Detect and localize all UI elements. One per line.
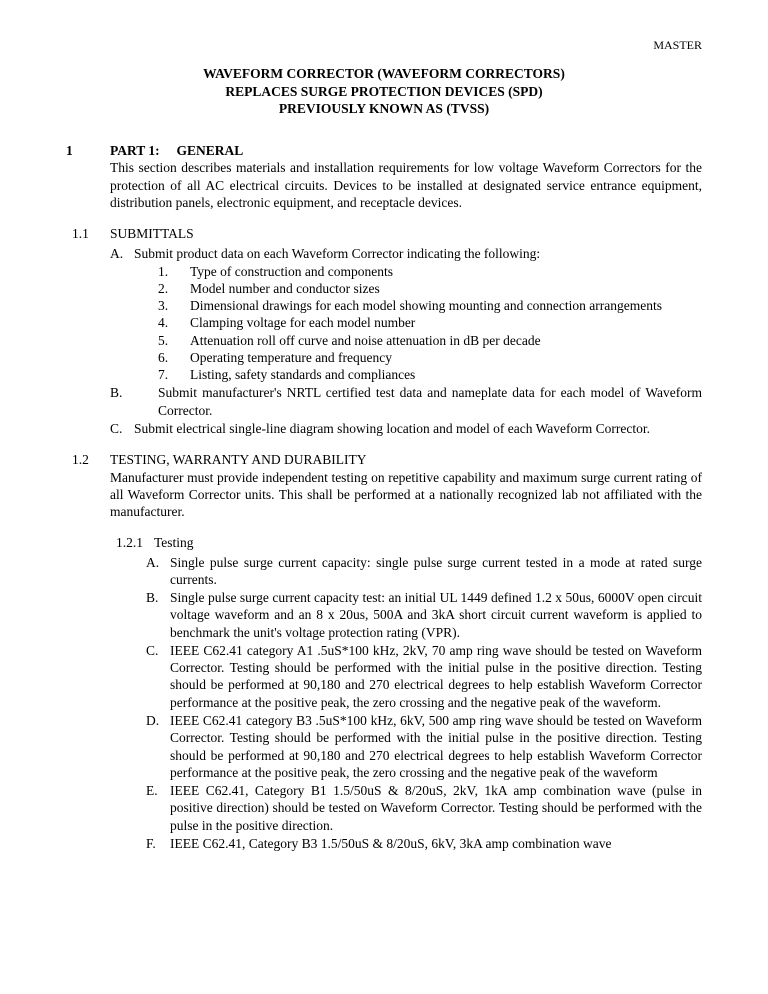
- letter-C: C.: [110, 420, 134, 437]
- part-1-intro: This section describes materials and ins…: [110, 159, 702, 211]
- item-1-2-1-A: A. Single pulse surge current capacity: …: [146, 554, 702, 589]
- section-1-1: 1.1 SUBMITTALS A. Submit product data on…: [66, 225, 702, 437]
- letter-E: E.: [146, 782, 170, 834]
- item-1-1-A: A. Submit product data on each Waveform …: [110, 245, 702, 262]
- letter-B: B.: [110, 384, 134, 419]
- section-1-2-title: TESTING, WARRANTY AND DURABILITY: [110, 451, 702, 468]
- part-1-label: PART 1: GENERAL: [110, 143, 243, 158]
- section-1-2-number: 1.2: [72, 451, 110, 852]
- section-1-2-intro: Manufacturer must provide independent te…: [110, 469, 702, 521]
- num-4: 4.: [158, 314, 190, 331]
- item-1-2-1-C: C. IEEE C62.41 category A1 .5uS*100 kHz,…: [146, 642, 702, 711]
- document-title: WAVEFORM CORRECTOR (WAVEFORM CORRECTORS)…: [66, 65, 702, 118]
- section-1-2-1-number: 1.2.1: [116, 534, 154, 551]
- item-1-1-A-4: Clamping voltage for each model number: [190, 314, 702, 331]
- item-1-2-1-F: F. IEEE C62.41, Category B3 1.5/50uS & 8…: [146, 835, 702, 852]
- item-1-2-1-B: B. Single pulse surge current capacity t…: [146, 589, 702, 641]
- section-1-1-title: SUBMITTALS: [110, 225, 702, 242]
- section-1-2: 1.2 TESTING, WARRANTY AND DURABILITY Man…: [66, 451, 702, 852]
- item-1-2-1-C-text: IEEE C62.41 category A1 .5uS*100 kHz, 2k…: [170, 642, 702, 711]
- item-1-1-A-text: Submit product data on each Waveform Cor…: [134, 245, 702, 262]
- document-page: MASTER WAVEFORM CORRECTOR (WAVEFORM CORR…: [0, 0, 768, 994]
- submittal-numbered-list: 1.Type of construction and components 2.…: [158, 263, 702, 384]
- item-1-2-1-A-text: Single pulse surge current capacity: sin…: [170, 554, 702, 589]
- letter-A: A.: [146, 554, 170, 589]
- item-1-2-1-D-text: IEEE C62.41 category B3 .5uS*100 kHz, 6k…: [170, 712, 702, 781]
- title-line-3: PREVIOUSLY KNOWN AS (TVSS): [66, 100, 702, 118]
- num-2: 2.: [158, 280, 190, 297]
- header-right: MASTER: [66, 38, 702, 53]
- num-1: 1.: [158, 263, 190, 280]
- item-1-2-1-D: D. IEEE C62.41 category B3 .5uS*100 kHz,…: [146, 712, 702, 781]
- item-1-2-1-F-text: IEEE C62.41, Category B3 1.5/50uS & 8/20…: [170, 835, 702, 852]
- section-1-2-1-title: Testing: [154, 534, 194, 551]
- item-1-1-C-text: Submit electrical single-line diagram sh…: [134, 420, 702, 437]
- letter-D: D.: [146, 712, 170, 781]
- item-1-1-A-6: Operating temperature and frequency: [190, 349, 702, 366]
- section-1-2-1: 1.2.1 Testing A. Single pulse surge curr…: [116, 534, 702, 852]
- title-line-1: WAVEFORM CORRECTOR (WAVEFORM CORRECTORS): [66, 65, 702, 83]
- item-1-1-A-1: Type of construction and components: [190, 263, 702, 280]
- item-1-1-B: B. Submit manufacturer's NRTL certified …: [110, 384, 702, 419]
- num-6: 6.: [158, 349, 190, 366]
- item-1-1-C: C. Submit electrical single-line diagram…: [110, 420, 702, 437]
- letter-F: F.: [146, 835, 170, 852]
- title-line-2: REPLACES SURGE PROTECTION DEVICES (SPD): [66, 83, 702, 101]
- item-1-1-A-7: Listing, safety standards and compliance…: [190, 366, 702, 383]
- letter-A: A.: [110, 245, 134, 262]
- part-1-number: 1: [66, 142, 110, 211]
- part-1-heading: PART 1: GENERAL: [110, 142, 702, 159]
- item-1-2-1-E: E. IEEE C62.41, Category B1 1.5/50uS & 8…: [146, 782, 702, 834]
- item-1-2-1-E-text: IEEE C62.41, Category B1 1.5/50uS & 8/20…: [170, 782, 702, 834]
- letter-B: B.: [146, 589, 170, 641]
- num-5: 5.: [158, 332, 190, 349]
- item-1-1-A-5: Attenuation roll off curve and noise att…: [190, 332, 702, 349]
- item-1-1-B-text: Submit manufacturer's NRTL certified tes…: [158, 384, 702, 419]
- item-1-1-A-3: Dimensional drawings for each model show…: [190, 297, 702, 314]
- section-1-1-number: 1.1: [72, 225, 110, 437]
- item-1-2-1-B-text: Single pulse surge current capacity test…: [170, 589, 702, 641]
- part-1-section: 1 PART 1: GENERAL This section describes…: [66, 142, 702, 211]
- num-7: 7.: [158, 366, 190, 383]
- item-1-1-A-2: Model number and conductor sizes: [190, 280, 702, 297]
- letter-C: C.: [146, 642, 170, 711]
- num-3: 3.: [158, 297, 190, 314]
